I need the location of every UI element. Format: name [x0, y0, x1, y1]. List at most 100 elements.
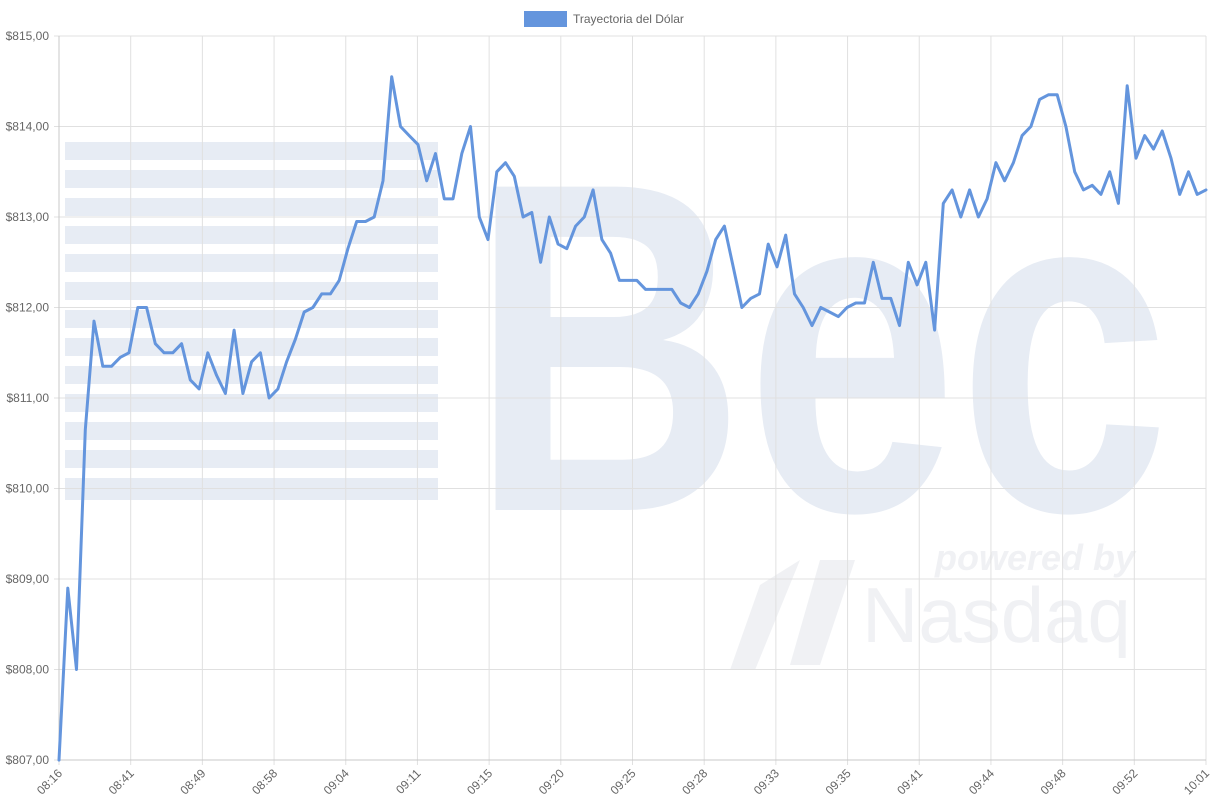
x-tick-label: 08:41 — [106, 766, 137, 797]
x-tick-label: 09:33 — [751, 766, 782, 797]
data-point — [872, 261, 875, 264]
data-point — [329, 293, 332, 295]
data-point — [793, 293, 796, 295]
data-point — [145, 306, 148, 309]
y-tick-label: $808,00 — [6, 663, 50, 677]
data-point — [294, 338, 297, 341]
data-point — [189, 379, 192, 381]
x-tick-label: 09:48 — [1038, 766, 1069, 797]
nasdaq-logo-icon — [730, 560, 855, 670]
data-point — [1170, 157, 1172, 159]
data-point — [592, 189, 594, 191]
data-point — [968, 189, 971, 191]
data-point — [250, 361, 253, 363]
data-point — [443, 198, 446, 200]
data-point — [601, 238, 603, 241]
data-point — [461, 152, 463, 155]
data-point — [233, 329, 235, 331]
x-tick-label: 09:44 — [966, 766, 997, 797]
data-point — [671, 288, 673, 291]
data-point — [259, 352, 262, 354]
data-point — [531, 211, 533, 214]
x-tick-label: 09:11 — [393, 766, 424, 797]
data-point — [487, 238, 489, 241]
data-point — [951, 189, 953, 191]
data-point — [1143, 134, 1146, 137]
data-point — [1135, 157, 1137, 159]
data-point — [110, 365, 113, 368]
data-point — [1205, 189, 1207, 191]
data-point — [662, 288, 664, 291]
data-point — [767, 243, 769, 245]
data-point — [846, 306, 848, 309]
data-point — [102, 365, 104, 368]
data-point — [784, 234, 787, 236]
legend-swatch — [524, 11, 567, 27]
y-tick-label: $810,00 — [6, 482, 50, 496]
data-point — [320, 293, 323, 295]
y-tick-label: $813,00 — [6, 210, 50, 224]
data-point — [925, 261, 927, 264]
watermark-partner: Nasdaq — [862, 571, 1131, 659]
data-point — [1073, 171, 1076, 173]
data-point — [653, 288, 656, 291]
x-tick-label: 08:16 — [34, 766, 65, 797]
data-point — [636, 279, 638, 282]
data-point — [1126, 85, 1128, 87]
data-point — [224, 392, 227, 395]
x-tick-label: 09:35 — [823, 766, 854, 797]
x-tick-label: 09:20 — [536, 766, 567, 797]
data-point — [364, 220, 367, 223]
data-point — [417, 143, 419, 146]
data-point — [478, 216, 481, 218]
watermark-powered-by: powered by — [934, 537, 1137, 578]
data-point — [574, 225, 577, 227]
data-point — [137, 306, 139, 309]
data-point — [1012, 161, 1015, 164]
data-point — [84, 428, 87, 431]
data-point — [75, 668, 78, 671]
data-point — [741, 306, 743, 309]
data-point — [723, 225, 726, 227]
data-point — [399, 125, 402, 128]
data-point — [1152, 148, 1155, 150]
x-tick-label: 09:25 — [607, 766, 638, 797]
data-point — [1100, 193, 1102, 196]
data-point — [172, 352, 174, 354]
data-point — [207, 352, 209, 354]
data-point — [618, 279, 621, 282]
data-point — [154, 342, 157, 345]
data-point — [863, 302, 866, 304]
data-point — [1117, 202, 1120, 205]
x-tick-label: 08:58 — [249, 766, 280, 797]
y-tick-label: $809,00 — [6, 572, 50, 586]
data-point — [119, 356, 122, 359]
data-point — [802, 306, 804, 309]
data-point — [548, 216, 551, 218]
data-point — [285, 361, 288, 363]
x-tick-label: 09:52 — [1109, 766, 1140, 797]
x-tick-label: 09:04 — [321, 766, 352, 797]
legend[interactable]: Trayectoria del Dólar — [524, 11, 684, 27]
data-point — [916, 284, 918, 286]
series-line-dolar — [57, 75, 1208, 762]
data-point — [819, 306, 822, 309]
data-point — [890, 297, 892, 300]
data-point — [312, 306, 314, 309]
data-point — [93, 320, 95, 322]
data-point — [566, 247, 568, 250]
data-point — [644, 288, 647, 291]
data-point — [881, 297, 883, 300]
bec-logo-icon — [65, 142, 438, 500]
data-point — [1047, 94, 1050, 96]
y-tick-label: $814,00 — [6, 120, 50, 134]
data-point — [732, 266, 734, 268]
y-tick-label: $811,00 — [7, 391, 50, 405]
data-point — [776, 266, 778, 268]
data-point — [977, 216, 980, 218]
data-point — [408, 134, 411, 137]
data-point — [425, 180, 428, 182]
data-point — [627, 279, 629, 282]
data-point — [1196, 193, 1198, 196]
